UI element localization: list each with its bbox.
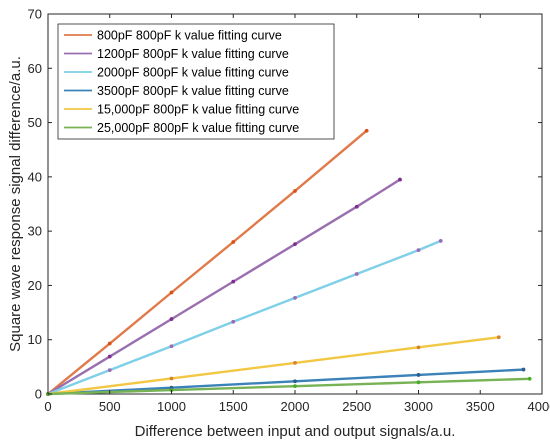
y-tick-label: 70 [28, 7, 42, 22]
data-point [107, 341, 112, 346]
y-tick-label: 10 [28, 332, 42, 347]
y-tick-label: 60 [28, 61, 42, 76]
x-tick-label: 3500 [466, 399, 495, 414]
data-point [416, 380, 421, 385]
legend: 800pF 800pF k value fitting curve 1200pF … [57, 23, 335, 140]
data-point [169, 344, 174, 349]
data-point [231, 240, 236, 244]
legend-label: 15,000pF 800pF k value fitting curve [97, 103, 299, 117]
y-axis-title: Square wave response signal difference/a… [7, 56, 24, 352]
legend-label: 1200pF 800pF k value fitting curve [97, 47, 289, 61]
y-tick-label: 40 [28, 169, 42, 184]
data-point [293, 296, 297, 300]
x-tick-label: 500 [99, 399, 121, 414]
x-tick-label: 2500 [342, 399, 371, 414]
x-axis-title: Difference between input and output sign… [135, 423, 456, 440]
x-tick-label: 2000 [281, 399, 310, 414]
data-point [293, 242, 297, 247]
y-tick-label: 30 [28, 224, 42, 239]
data-point [354, 204, 359, 209]
legend-label: 3500pF 800pF k value fitting curve [97, 84, 289, 98]
x-tick-label: 1500 [219, 399, 248, 414]
data-point [364, 128, 369, 133]
data-point [521, 367, 526, 372]
data-point [496, 335, 501, 340]
data-point [169, 317, 174, 321]
data-point [107, 368, 112, 373]
y-tick-label: 20 [28, 278, 42, 293]
legend-label: 800pF 800pF k value fitting curve [97, 29, 282, 43]
series-4 [46, 335, 501, 396]
data-point [416, 345, 421, 350]
series-0 [46, 128, 369, 396]
data-point [416, 373, 421, 377]
data-point [293, 384, 297, 389]
data-point [293, 360, 297, 365]
series-layer [46, 128, 532, 396]
data-point [438, 239, 443, 243]
data-point [527, 376, 532, 381]
data-point [354, 272, 359, 276]
legend-label: 2000pF 800pF k value fitting curve [97, 66, 289, 80]
y-tick-label: 0 [35, 387, 42, 402]
data-point [107, 354, 112, 359]
data-point [293, 189, 297, 193]
data-point [398, 177, 402, 182]
data-point [231, 319, 236, 324]
legend-entries: 800pF 800pF k value fitting curve 1200pF … [64, 29, 299, 135]
x-tick-label: 3000 [404, 399, 433, 414]
data-point [169, 290, 174, 295]
data-point [169, 376, 174, 381]
series-fit-line [47, 239, 442, 396]
series-fit-line [47, 129, 368, 395]
data-point [416, 248, 421, 253]
data-point [293, 379, 297, 384]
x-tick-label: 1000 [157, 399, 186, 414]
x-tick-label: 0 [44, 399, 51, 414]
data-point [231, 279, 236, 284]
y-tick-label: 50 [28, 115, 42, 130]
legend-box [57, 23, 335, 140]
legend-label: 25,000pF 800pF k value fitting curve [97, 121, 299, 135]
